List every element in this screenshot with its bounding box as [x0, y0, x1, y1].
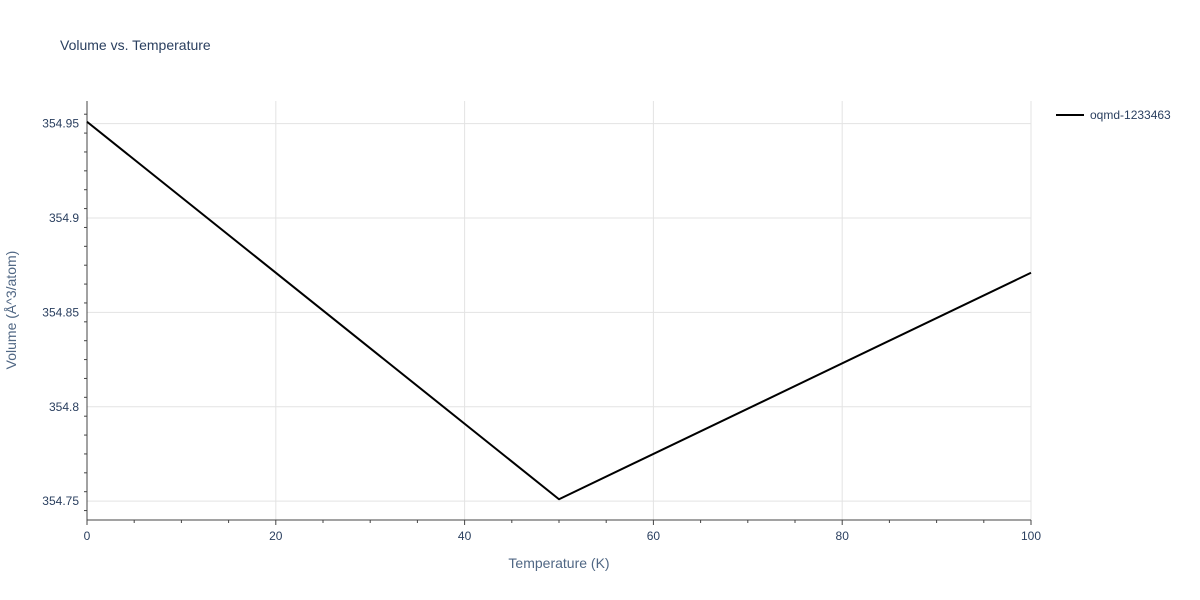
- x-tick-label: 40: [458, 529, 472, 543]
- x-axis-label: Temperature (K): [508, 555, 609, 571]
- legend[interactable]: oqmd-1233463: [1056, 108, 1171, 122]
- x-tick-label: 20: [269, 529, 283, 543]
- y-tick-labels: 354.75 354.8 354.85 354.9 354.95: [42, 117, 79, 508]
- gridlines: [87, 101, 1032, 520]
- y-tick-label: 354.9: [49, 211, 79, 225]
- y-tick-label: 354.8: [49, 400, 79, 414]
- y-tick-label: 354.75: [42, 494, 79, 508]
- x-tick-label: 60: [647, 529, 661, 543]
- y-tick-label: 354.85: [42, 305, 79, 319]
- legend-label: oqmd-1233463: [1090, 108, 1171, 122]
- series-lines: [86, 120, 1032, 501]
- x-tick-label: 100: [1021, 529, 1041, 543]
- y-axis-label: Volume (Å^3/atom): [3, 251, 19, 370]
- chart-title: Volume vs. Temperature: [60, 37, 211, 53]
- x-tick-labels: 0 20 40 60 80 100: [84, 529, 1042, 543]
- x-tick-label: 80: [836, 529, 850, 543]
- y-tick-label: 354.95: [42, 117, 79, 131]
- series-line: [86, 120, 1032, 501]
- x-tick-label: 0: [84, 529, 91, 543]
